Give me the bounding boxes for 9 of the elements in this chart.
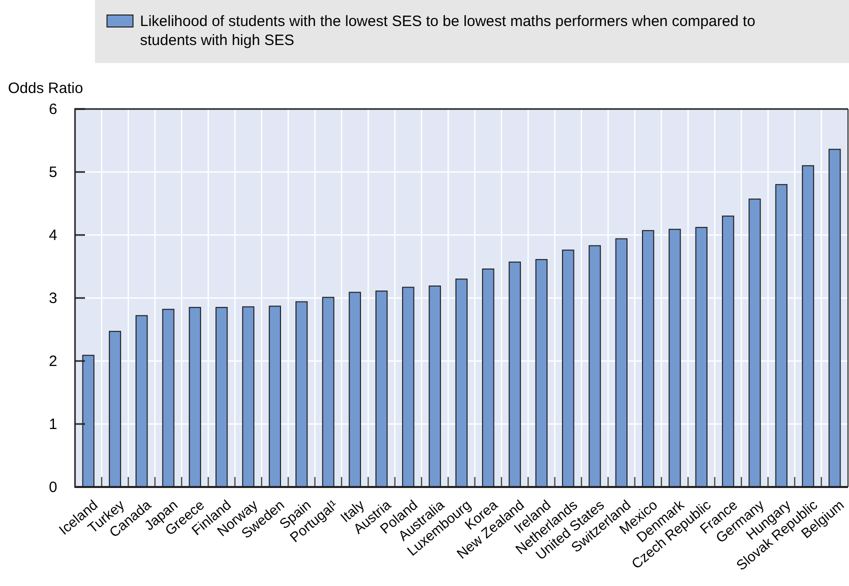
y-tick-label: 4 [48, 226, 58, 244]
y-tick-label: 5 [48, 164, 58, 181]
y-tick-label: 6 [48, 100, 58, 118]
legend-label: Likelihood of students with the lowest SES to be lowest maths performers when compared to students with high SES [140, 13, 756, 49]
y-tick-label: 2 [48, 352, 58, 370]
y-axis-title: Odds Ratio [8, 80, 84, 97]
y-tick-label: 3 [48, 290, 58, 307]
y-tick-label: 1 [48, 416, 58, 433]
y-tick-label: 0 [48, 478, 58, 496]
